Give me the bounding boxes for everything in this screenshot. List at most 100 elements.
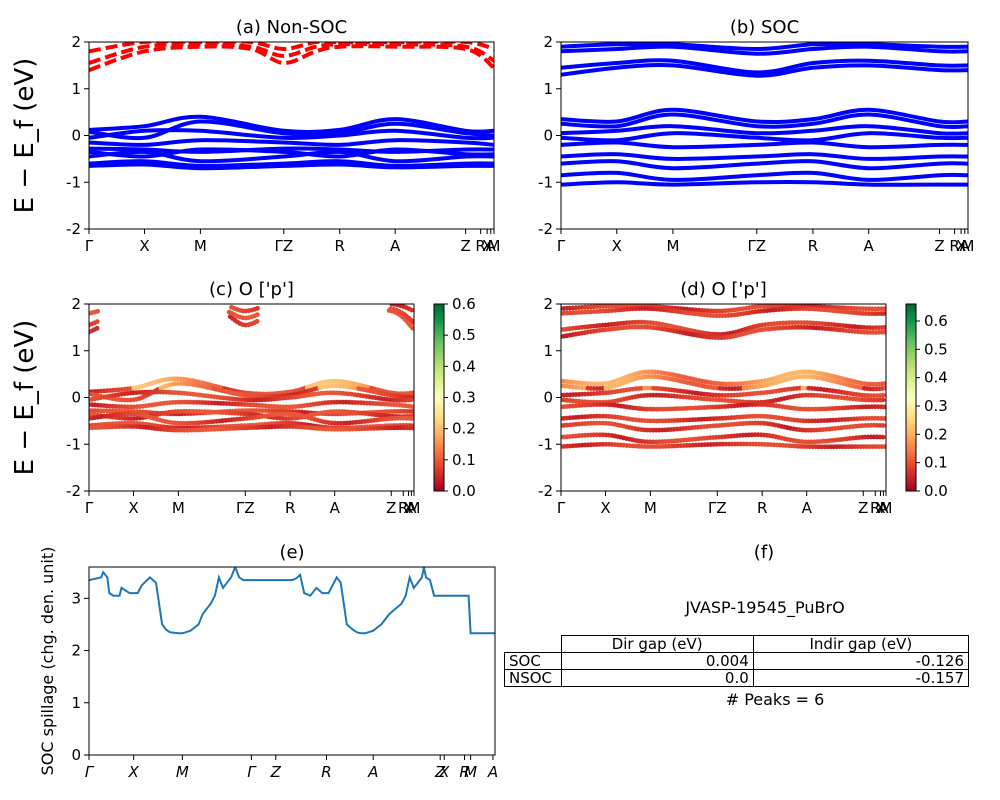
y-tick-label: 1: [71, 342, 81, 360]
y-tick-label: 2: [71, 642, 81, 660]
x-tick-label: Z: [434, 763, 446, 781]
band-line: [561, 63, 968, 78]
table-corner: [505, 636, 562, 653]
band-lines: [89, 42, 494, 171]
x-tick-label: R: [321, 763, 331, 781]
x-tick-label: Γ: [85, 499, 94, 517]
nsoc-dir-gap: 0.0: [560, 669, 754, 687]
colorbar-tick-label: 0.1: [452, 451, 476, 469]
y-tick-label: 2: [543, 295, 553, 313]
x-tick-label: Z: [270, 763, 282, 781]
band-line: [561, 159, 968, 171]
panel-d-title: (d) O ['p']: [680, 279, 766, 300]
x-tick-label: Γ: [85, 763, 95, 781]
colorbar-tick-label: 0.5: [924, 340, 948, 358]
colorbar-tick-label: 0.6: [452, 295, 476, 313]
band-line: [89, 146, 494, 154]
projected-point: [882, 325, 886, 330]
panel-c-title: (c) O ['p']: [209, 279, 294, 300]
x-tick-label: A: [802, 499, 813, 517]
x-tick-label: A: [864, 237, 875, 255]
col-header-indir-gap: Indir gap (eV): [752, 635, 970, 653]
projected-point: [94, 319, 100, 324]
projected-point: [881, 404, 886, 410]
x-tick-label: R: [757, 499, 767, 517]
projected-points: [89, 304, 414, 433]
x-tick-label: R: [334, 237, 344, 255]
band-line: [89, 149, 494, 164]
x-tick-label: M: [408, 499, 421, 517]
x-tick-label: M: [172, 499, 185, 517]
colorbar-tick-label: 0.2: [924, 425, 948, 443]
band-lines: [561, 42, 968, 187]
y-tick-label: 1: [543, 80, 553, 98]
colorbar: [905, 303, 917, 492]
y-tick-label: -2: [66, 482, 81, 500]
y-tick-label: -1: [66, 173, 81, 191]
x-tick-label: M: [962, 237, 975, 255]
projected-point: [409, 307, 414, 313]
panel-c-ylabel: E − E_f (eV): [10, 320, 40, 476]
x-tick-label: ΓZ: [747, 237, 766, 255]
x-tick-label: X: [600, 499, 610, 517]
colorbar-tick-label: 0.0: [924, 482, 948, 500]
projected-point: [410, 416, 414, 421]
projected-point: [255, 312, 260, 317]
table-row: SOC 0.004 -0.126: [504, 652, 970, 670]
y-tick-label: 1: [71, 80, 81, 98]
nsoc-indir-gap: -0.157: [752, 669, 970, 687]
x-tick-label: Γ: [557, 237, 566, 255]
x-tick-label: A: [486, 237, 497, 255]
plot-frame: [88, 303, 415, 492]
y-tick-label: 2: [71, 33, 81, 51]
band-line: [561, 152, 968, 161]
x-tick-label: X: [956, 237, 966, 255]
projected-point: [882, 444, 886, 449]
x-tick-label: ΓZ: [274, 237, 293, 255]
colorbar-tick-label: 0.6: [924, 312, 948, 330]
band-line: [561, 131, 968, 143]
band-line: [561, 140, 968, 150]
x-tick-label: M: [194, 237, 207, 255]
x-tick-label: R: [475, 237, 485, 255]
x-tick-label: A: [390, 237, 401, 255]
y-tick-label: 0: [543, 389, 553, 407]
y-tick-label: -2: [66, 220, 81, 238]
band-line: [561, 124, 968, 136]
colorbar-tick-label: 0.3: [452, 389, 476, 407]
band-line: [561, 170, 968, 182]
peaks-count: # Peaks = 6: [725, 690, 825, 709]
y-tick-label: 3: [71, 589, 81, 607]
x-tick-label: Z: [461, 237, 471, 255]
colorbar-tick-label: 0.0: [452, 482, 476, 500]
projected-point: [882, 381, 886, 386]
band-line: [89, 42, 494, 65]
projected-point: [410, 409, 414, 414]
row-label-nsoc: NSOC: [504, 669, 562, 687]
x-tick-label: X: [875, 499, 885, 517]
x-tick-label: X: [403, 499, 413, 517]
projected-point: [882, 306, 886, 312]
projected-point: [409, 404, 414, 410]
band-line: [561, 180, 968, 187]
y-tick-label: -1: [538, 173, 553, 191]
projected-point: [880, 423, 886, 428]
panel-f-title: (f): [754, 542, 774, 563]
colorbar-tick-label: 0.4: [452, 357, 476, 375]
band-line: [561, 58, 968, 75]
x-tick-label: A: [367, 763, 378, 781]
projected-point: [95, 308, 101, 314]
colorbar-tick-label: 0.4: [924, 369, 948, 387]
y-tick-label: 0: [71, 127, 81, 145]
band-line: [561, 42, 968, 52]
projected-point: [94, 325, 100, 331]
y-tick-label: 0: [71, 389, 81, 407]
band-line: [89, 44, 494, 72]
x-tick-label: X: [128, 499, 138, 517]
band-line: [89, 114, 494, 134]
x-tick-label: R: [398, 499, 408, 517]
